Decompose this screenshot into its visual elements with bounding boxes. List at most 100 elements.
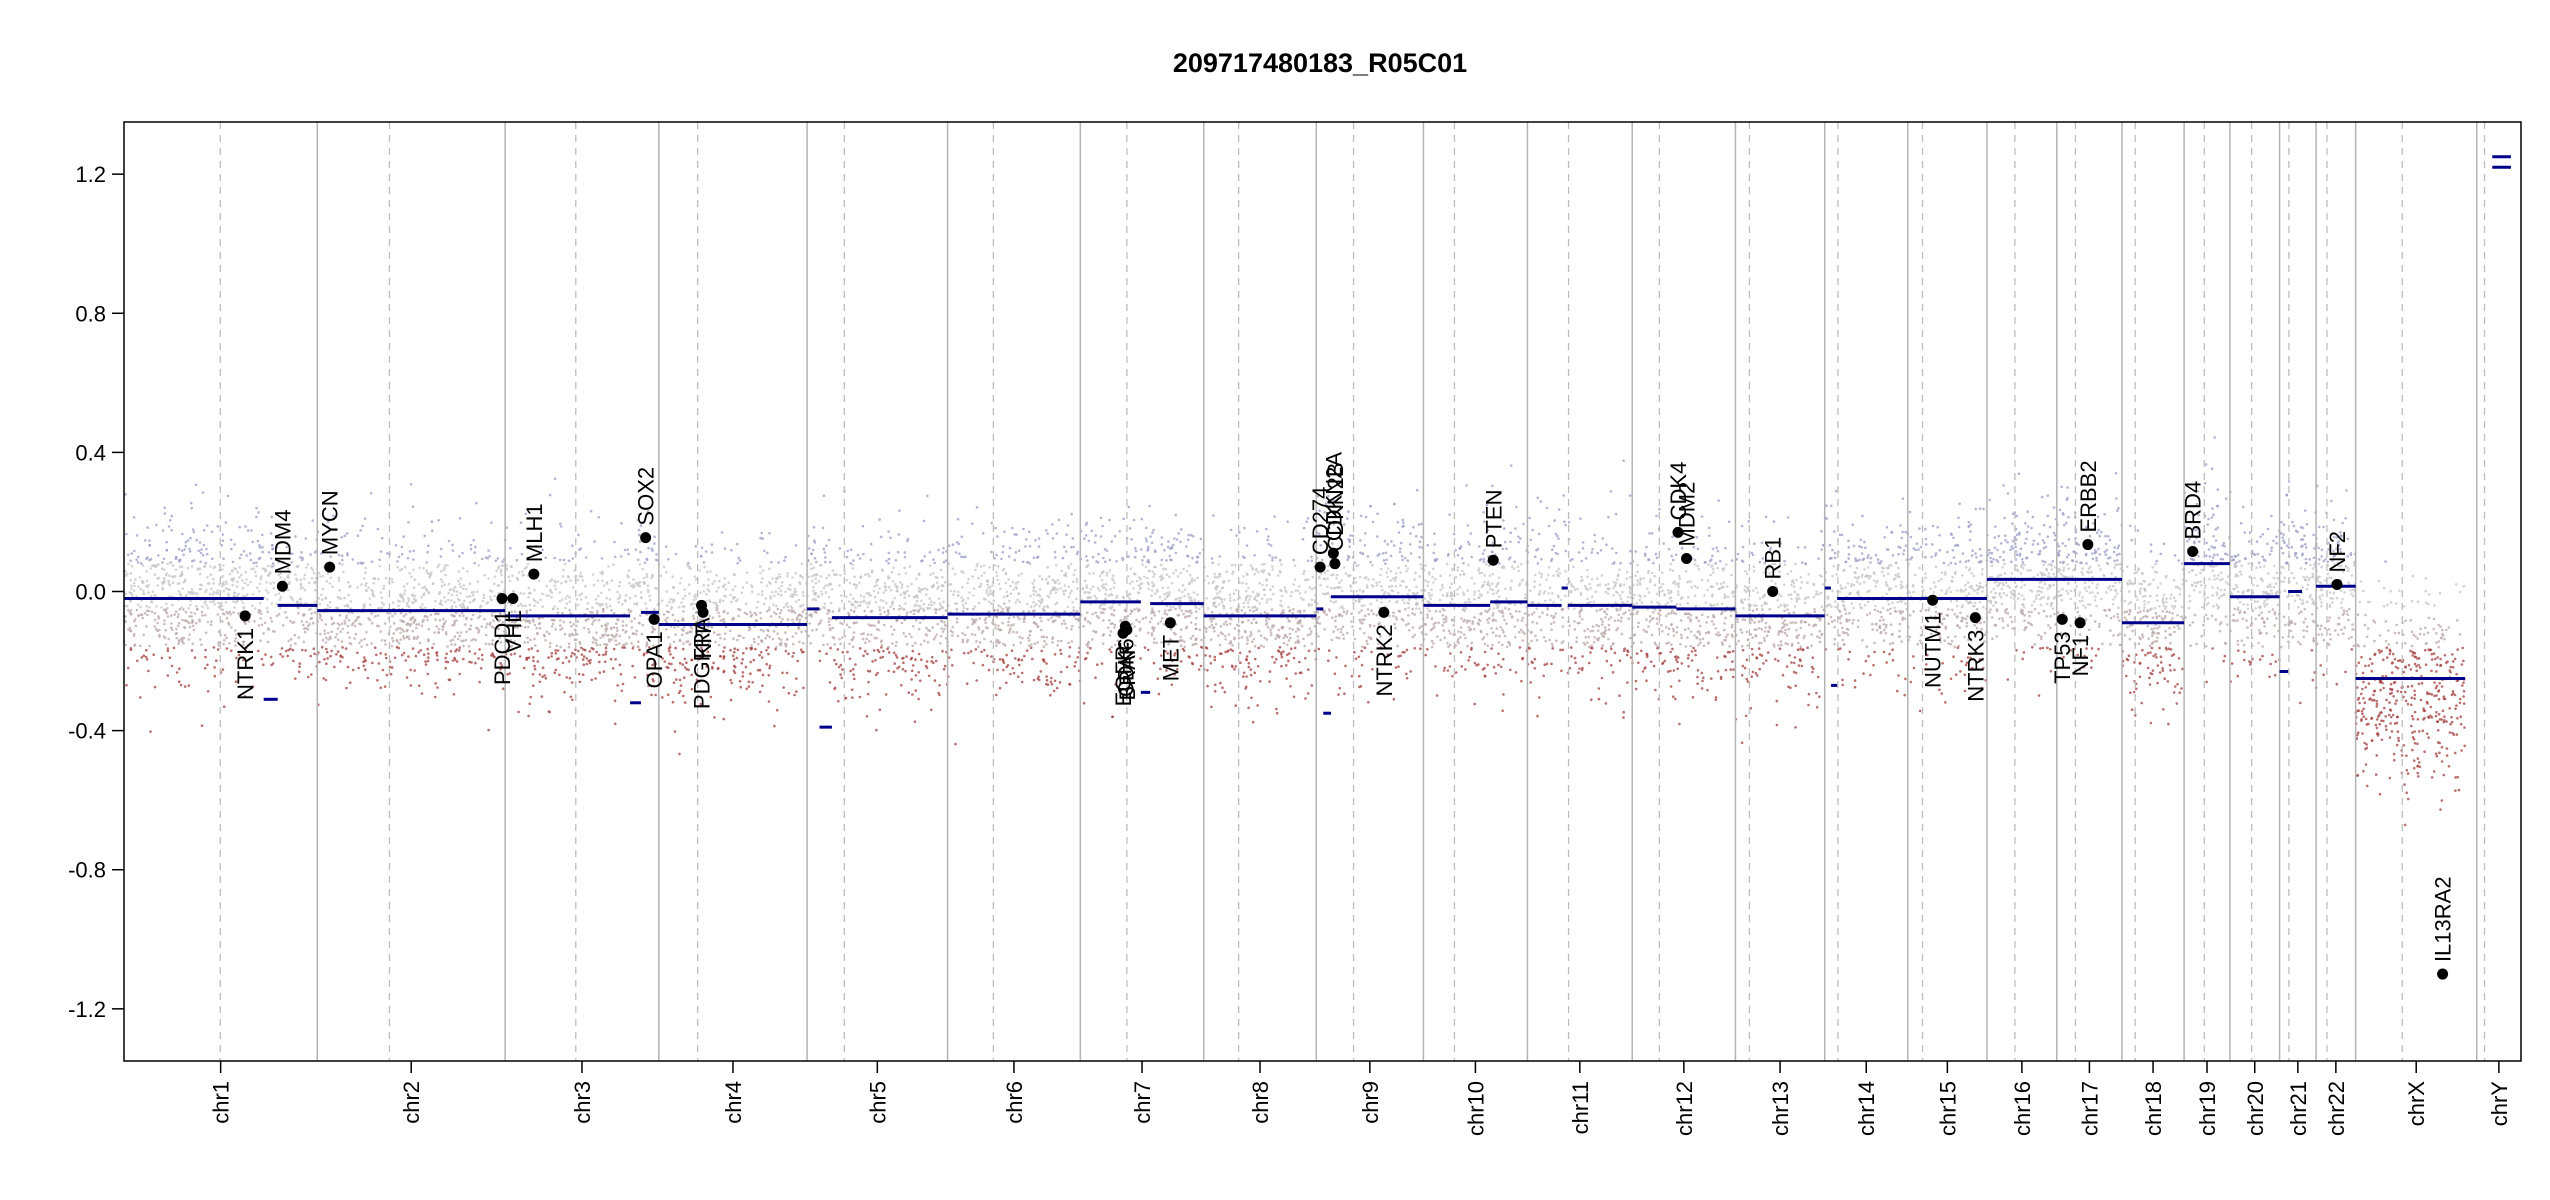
probe-point <box>1170 683 1174 686</box>
probe-point <box>2158 625 2161 628</box>
probe-point <box>1914 548 1918 552</box>
probe-point <box>147 591 150 594</box>
probe-point <box>1693 584 1697 588</box>
probe-point <box>1251 640 1254 644</box>
probe-point <box>1586 568 1589 572</box>
probe-point <box>2003 572 2007 575</box>
probe-point <box>678 752 681 756</box>
probe-point <box>289 647 292 651</box>
probe-point <box>449 639 453 643</box>
probe-point <box>998 658 1002 661</box>
probe-point <box>2344 670 2347 674</box>
probe-point <box>1335 573 1339 577</box>
probe-point <box>310 576 314 580</box>
probe-point <box>2040 495 2044 499</box>
probe-point <box>356 651 359 655</box>
probe-point <box>2287 480 2291 483</box>
probe-point <box>1266 626 1270 629</box>
probe-point <box>809 642 812 645</box>
probe-point <box>1852 583 1856 587</box>
probe-point <box>2210 614 2214 618</box>
probe-point <box>471 613 475 617</box>
probe-point <box>2370 662 2374 665</box>
probe-point <box>1818 630 1822 633</box>
probe-point <box>2002 484 2005 487</box>
probe-point <box>1828 557 1832 560</box>
probe-point <box>2115 553 2119 557</box>
probe-point <box>269 582 272 585</box>
probe-point <box>1200 638 1203 642</box>
probe-point <box>2139 592 2142 595</box>
probe-point <box>2226 623 2229 626</box>
probe-point <box>2081 596 2084 599</box>
probe-point <box>1017 675 1020 678</box>
probe-point <box>2280 520 2283 524</box>
probe-point <box>1703 594 1706 597</box>
probe-point <box>2374 723 2378 727</box>
probe-point <box>1150 541 1154 545</box>
probe-point <box>638 540 642 543</box>
probe-point <box>1329 586 1333 590</box>
probe-point <box>731 588 735 591</box>
probe-point <box>1047 575 1051 578</box>
probe-point <box>859 600 863 604</box>
probe-point <box>636 583 639 587</box>
probe-point <box>1820 548 1823 551</box>
probe-point <box>246 529 250 532</box>
probe-point <box>1990 551 1994 555</box>
probe-point <box>2004 534 2007 537</box>
probe-point <box>569 621 572 624</box>
probe-point <box>1005 606 1008 609</box>
probe-point <box>1389 554 1393 558</box>
probe-point <box>2266 617 2269 620</box>
probe-point <box>330 649 333 653</box>
probe-point <box>298 662 302 665</box>
probe-point <box>1949 642 1953 646</box>
probe-point <box>2427 736 2430 739</box>
probe-point <box>1609 647 1613 651</box>
probe-point <box>1158 595 1162 599</box>
probe-point <box>2149 594 2152 598</box>
probe-point <box>1454 671 1458 674</box>
probe-point <box>2396 730 2400 733</box>
probe-point <box>1737 639 1740 643</box>
probe-point <box>1859 538 1863 542</box>
probe-point <box>1379 624 1383 628</box>
probe-point <box>1509 531 1512 534</box>
probe-point <box>1020 680 1024 684</box>
probe-point <box>1014 551 1018 554</box>
probe-point <box>1407 622 1410 625</box>
probe-point <box>1292 608 1295 611</box>
probe-point <box>1104 560 1107 563</box>
probe-point <box>2205 541 2208 545</box>
probe-point <box>706 584 710 587</box>
probe-point <box>2094 654 2098 657</box>
probe-point <box>2364 686 2368 689</box>
probe-point <box>994 526 997 530</box>
probe-point <box>858 647 862 650</box>
probe-point <box>1751 553 1755 557</box>
probe-point <box>1240 609 1244 612</box>
probe-point <box>1229 599 1232 603</box>
probe-point <box>2412 759 2416 762</box>
probe-point <box>1483 674 1487 678</box>
probe-point <box>2164 614 2167 618</box>
probe-point <box>427 652 430 655</box>
probe-point <box>961 609 965 613</box>
probe-point <box>1392 544 1396 547</box>
probe-point <box>1148 504 1151 508</box>
probe-point <box>2127 613 2131 616</box>
probe-point <box>507 575 511 579</box>
probe-point <box>1547 524 1551 528</box>
probe-point <box>1573 628 1577 631</box>
probe-point <box>856 553 860 557</box>
probe-point <box>2160 616 2164 620</box>
probe-point <box>2135 570 2139 574</box>
probe-point <box>966 597 970 600</box>
probe-point <box>166 615 170 618</box>
probe-point <box>1778 592 1781 596</box>
probe-point <box>967 577 970 581</box>
probe-point <box>682 642 685 645</box>
probe-point <box>2313 547 2316 550</box>
probe-point <box>1246 601 1250 604</box>
